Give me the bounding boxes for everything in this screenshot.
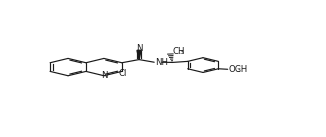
- Text: N: N: [136, 44, 142, 53]
- Text: 3: 3: [179, 50, 183, 55]
- Text: 3: 3: [237, 68, 241, 73]
- Polygon shape: [137, 50, 141, 60]
- Text: Cl: Cl: [119, 69, 127, 78]
- Text: N: N: [101, 71, 107, 80]
- Text: NH: NH: [156, 58, 169, 67]
- Text: CH: CH: [172, 47, 185, 56]
- Text: OCH: OCH: [229, 65, 248, 74]
